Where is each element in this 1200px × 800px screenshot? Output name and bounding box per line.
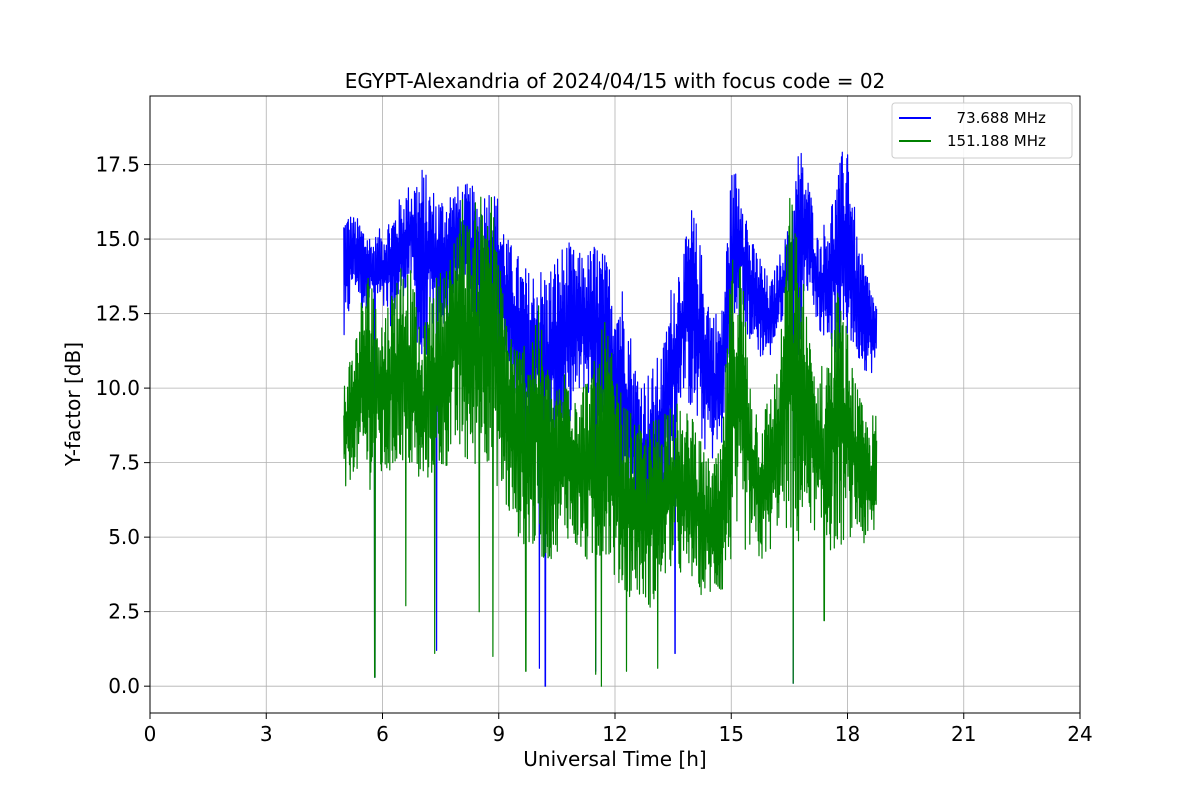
y-tick-label: 12.5	[95, 302, 140, 326]
y-tick-label: 7.5	[108, 451, 140, 475]
y-tick-label: 2.5	[108, 600, 140, 624]
x-axis-label: Universal Time [h]	[523, 747, 706, 771]
x-tick-label: 24	[1067, 722, 1092, 746]
series-line-0	[343, 151, 878, 687]
y-tick-label: 5.0	[108, 525, 140, 549]
legend-label-73mhz: 73.688 MHz	[947, 109, 1046, 127]
x-tick-label: 18	[835, 722, 860, 746]
y-tick-label: 17.5	[95, 153, 140, 177]
y-axis-label: Y-factor [dB]	[61, 342, 85, 467]
y-axis-ticks: 0.0 2.5 5.0 7.5 10.0 12.5 15.0 17.5	[95, 153, 150, 698]
x-tick-label: 6	[376, 722, 389, 746]
y-tick-label: 10.0	[95, 376, 140, 400]
x-tick-label: 21	[951, 722, 976, 746]
x-tick-label: 3	[260, 722, 273, 746]
legend-box	[891, 102, 1073, 159]
x-tick-label: 12	[602, 722, 627, 746]
y-tick-label: 15.0	[95, 227, 140, 251]
x-tick-label: 15	[719, 722, 744, 746]
x-tick-label: 0	[144, 722, 157, 746]
legend: 73.688 MHz 151.188 MHz	[891, 102, 1073, 159]
y-tick-label: 0.0	[108, 674, 140, 698]
plot-series	[343, 151, 878, 687]
x-tick-label: 9	[492, 722, 505, 746]
x-axis-ticks: 0 3 6 9 12 15 18 21 24	[144, 713, 1093, 746]
chart-title: EGYPT-Alexandria of 2024/04/15 with focu…	[345, 69, 886, 93]
legend-label-151mhz: 151.188 MHz	[947, 132, 1046, 150]
series-line-1	[343, 196, 878, 687]
